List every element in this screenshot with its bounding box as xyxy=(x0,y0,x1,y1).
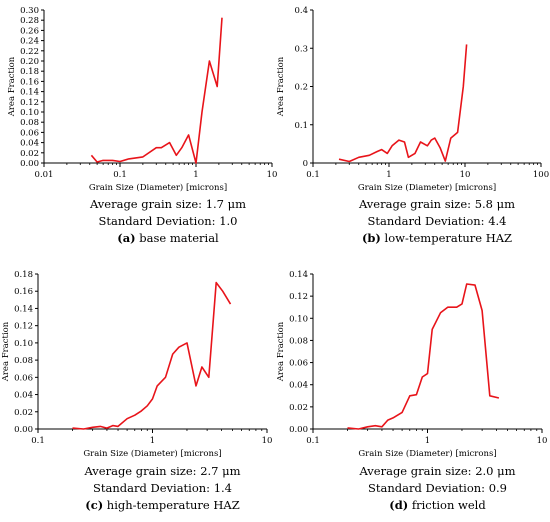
panel-label: (c) high-temperature HAZ xyxy=(85,498,239,512)
y-tick-label: 0.08 xyxy=(20,118,39,128)
x-axis-label: Grain Size (Diameter) [microns] xyxy=(358,182,496,193)
y-tick-label: 0.18 xyxy=(14,270,33,280)
y-tick-label: 0.16 xyxy=(14,287,33,297)
panel-title: friction weld xyxy=(408,498,486,512)
x-tick-label: 10 xyxy=(537,436,548,446)
y-axis-label: Area Fraction xyxy=(1,321,11,382)
x-tick-label: 0.1 xyxy=(306,436,320,446)
y-tick-label: 0.18 xyxy=(20,67,39,77)
caption-stddev: Standard Deviation: 1.0 xyxy=(99,214,238,228)
y-tick-label: 0.16 xyxy=(20,77,39,87)
y-tick-label: 0.06 xyxy=(14,373,33,383)
y-axis-label: Area Fraction xyxy=(7,56,17,117)
x-tick-label: 0.1 xyxy=(31,436,45,446)
y-tick-label: 0.20 xyxy=(20,57,39,67)
x-axis-label: Grain Size (Diameter) [microns] xyxy=(83,448,221,459)
panel-label: (d) friction weld xyxy=(389,498,486,512)
x-tick-label: 10 xyxy=(460,170,471,180)
y-tick-label: 0.3 xyxy=(294,44,308,54)
y-tick-label: 0.30 xyxy=(20,6,39,16)
x-tick-label: 0.1 xyxy=(306,170,320,180)
caption-stddev: Standard Deviation: 0.9 xyxy=(368,481,507,495)
y-tick-label: 0.02 xyxy=(14,408,33,418)
y-tick-label: 0.00 xyxy=(289,425,308,435)
x-tick-label: 1 xyxy=(193,170,198,180)
series-line xyxy=(338,44,468,163)
y-tick-label: 0.14 xyxy=(14,304,33,314)
x-tick-label: 0.01 xyxy=(35,170,54,180)
x-tick-label: 1 xyxy=(150,436,155,446)
y-tick-label: 0.04 xyxy=(14,391,33,401)
y-axis-label: Area Fraction xyxy=(276,321,286,382)
panel-letter: (d) xyxy=(389,498,408,512)
x-tick-label: 100 xyxy=(533,170,549,180)
series-line xyxy=(90,17,223,164)
x-tick-label: 0.1 xyxy=(113,170,127,180)
y-tick-label: 0.08 xyxy=(14,356,33,366)
x-tick-label: 1 xyxy=(386,170,391,180)
x-tick-label: 1 xyxy=(425,436,430,446)
y-tick-label: 0.24 xyxy=(20,37,39,47)
series-line xyxy=(72,281,232,430)
y-tick-label: 0.10 xyxy=(14,339,33,349)
panel-letter: (b) xyxy=(362,231,381,245)
y-tick-label: 0.00 xyxy=(14,425,33,435)
y-tick-label: 0.06 xyxy=(289,359,308,369)
y-tick-label: 0.06 xyxy=(20,128,39,138)
panel-label: (b) low-temperature HAZ xyxy=(362,231,512,245)
y-tick-label: 0.10 xyxy=(289,314,308,324)
y-tick-label: 0.12 xyxy=(289,292,308,302)
chart-panel: 0.00 0.02 0.04 0.06 0.08 0.10 0.12 0.14 0.1 1 10 Gr… xyxy=(276,270,547,512)
y-tick-label: 0.04 xyxy=(20,139,39,149)
y-tick-label: 0.02 xyxy=(20,149,39,159)
panel-letter: (a) xyxy=(117,231,135,245)
y-tick-label: 0.1 xyxy=(294,121,308,131)
y-tick-label: 0.08 xyxy=(289,336,308,346)
chart-panel: 0.000.020.040.060.080.100.120.140.160.18… xyxy=(7,6,277,245)
y-tick-label: 0.14 xyxy=(20,88,39,98)
x-axis-label: Grain Size (Diameter) [microns] xyxy=(89,182,227,193)
caption-average: Average grain size: 2.7 μm xyxy=(83,464,240,478)
panel-title: low-temperature HAZ xyxy=(381,231,512,245)
y-axis-label: Area Fraction xyxy=(276,56,286,117)
x-axis-label: Grain Size (Diameter) [microns] xyxy=(358,448,496,459)
series-line xyxy=(347,283,500,430)
caption-stddev: Standard Deviation: 1.4 xyxy=(93,481,232,495)
y-tick-label: 0.14 xyxy=(289,270,308,280)
y-tick-label: 0.28 xyxy=(20,16,39,26)
panel-title: high-temperature HAZ xyxy=(103,498,240,512)
y-tick-label: 0.02 xyxy=(289,403,308,413)
caption-average: Average grain size: 5.8 μm xyxy=(358,197,515,211)
y-tick-label: 0.12 xyxy=(20,98,39,108)
x-tick-label: 10 xyxy=(262,436,273,446)
chart-panel: 0.00 0.02 0.04 0.06 0.08 0.10 0.12 0.14 0.16 0.18… xyxy=(1,270,272,512)
y-tick-label: 0.00 xyxy=(20,159,39,169)
panel-label: (a) base material xyxy=(117,231,219,245)
panel-title: base material xyxy=(136,231,219,245)
y-tick-label: 0.10 xyxy=(20,108,39,118)
y-tick-label: 0.04 xyxy=(289,381,308,391)
y-tick-label: 0.26 xyxy=(20,26,39,36)
y-tick-label: 0.12 xyxy=(14,322,33,332)
caption-stddev: Standard Deviation: 4.4 xyxy=(368,214,507,228)
panel-letter: (c) xyxy=(85,498,103,512)
x-tick-label: 10 xyxy=(267,170,278,180)
y-tick-label: 0.4 xyxy=(294,6,308,16)
caption-average: Average grain size: 2.0 μm xyxy=(358,464,515,478)
y-tick-label: 0 xyxy=(303,159,308,169)
y-tick-label: 0.2 xyxy=(294,83,308,93)
y-tick-label: 0.22 xyxy=(20,47,39,57)
caption-average: Average grain size: 1.7 μm xyxy=(89,197,246,211)
